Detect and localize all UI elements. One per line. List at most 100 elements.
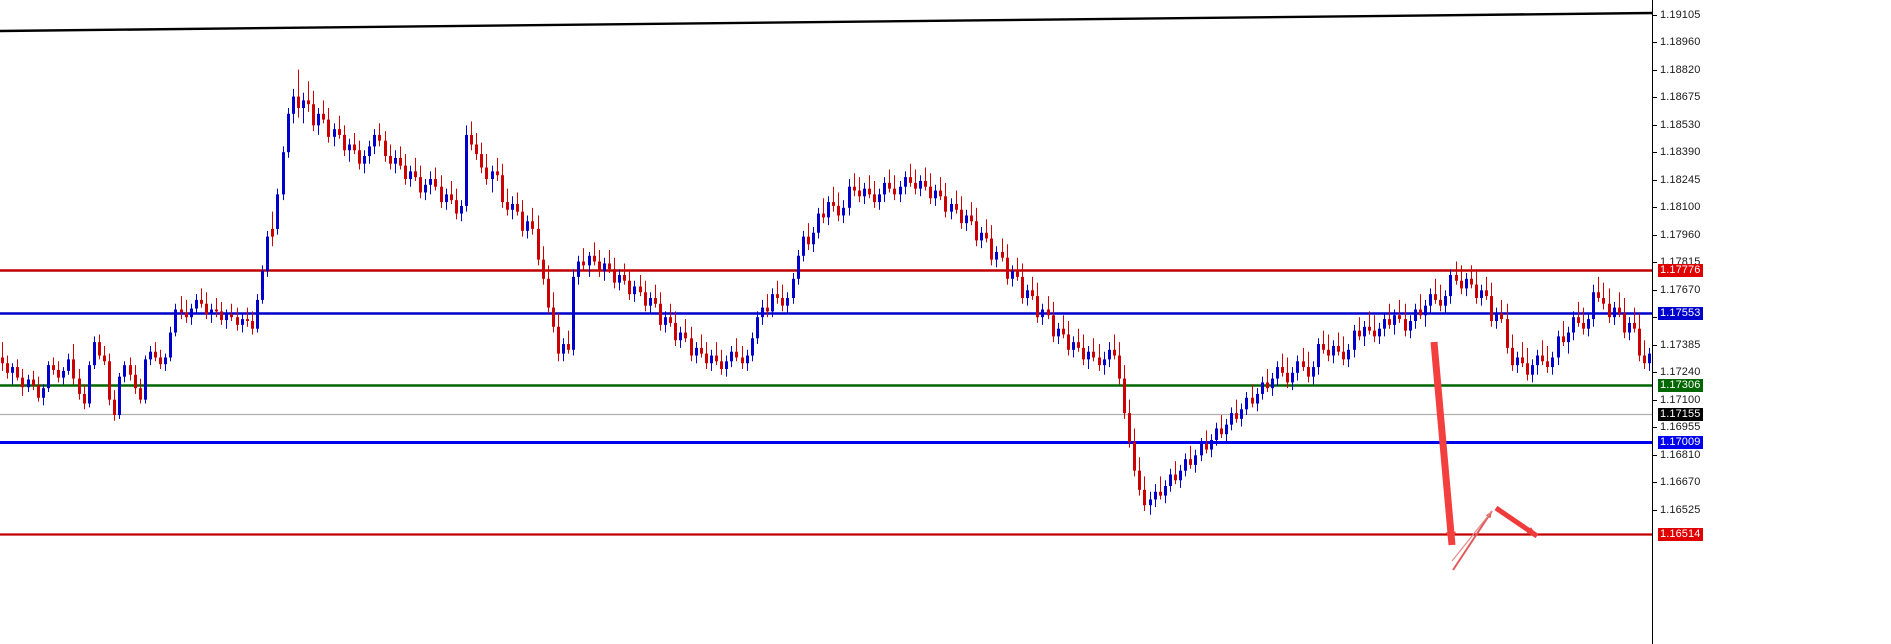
candle-body — [1613, 307, 1616, 318]
candle-body — [424, 184, 427, 193]
candle-body — [985, 232, 988, 239]
axis-tick-label: 1.18675 — [1660, 91, 1701, 103]
candle-body — [1261, 382, 1264, 394]
axis-tick — [1652, 15, 1657, 16]
candle-body — [373, 134, 376, 147]
candle-body — [1251, 397, 1254, 404]
candle-body — [1332, 345, 1335, 356]
candle-body — [1587, 319, 1590, 329]
candle-body — [241, 319, 244, 325]
candle-body — [16, 367, 19, 378]
candle-body — [103, 355, 106, 362]
price-tag-current-price[interactable]: 1.17155 — [1658, 408, 1704, 421]
primary-down-arrow[interactable] — [1430, 341, 1456, 546]
candle-body — [1434, 294, 1437, 300]
axis-tick — [1652, 345, 1657, 346]
candle-body — [888, 182, 891, 189]
candle-body — [307, 100, 310, 105]
candle-body — [1123, 378, 1126, 414]
candle-body — [669, 317, 672, 323]
candle-body — [93, 342, 96, 366]
candle-body — [434, 179, 437, 187]
candle-body — [1618, 307, 1621, 314]
candle-body — [1128, 413, 1131, 442]
candle-body — [960, 209, 963, 224]
candlestick-series — [1, 69, 1651, 515]
candle-body — [1342, 351, 1345, 360]
axis-tick-label: 1.18390 — [1660, 146, 1701, 158]
candle-body — [1592, 292, 1595, 320]
candle-body — [404, 165, 407, 180]
candle-body — [1358, 330, 1361, 337]
candle-body — [552, 307, 555, 327]
candle-body — [1557, 336, 1560, 358]
candle-body — [756, 317, 759, 339]
candle-body — [1327, 349, 1330, 356]
price-tag-support-lower[interactable]: 1.16514 — [1658, 528, 1704, 541]
axis-tick-label: 1.16955 — [1660, 421, 1701, 433]
price-axis[interactable]: 1.19105 1.18960 1.18820 1.18675 1.18530 1.183… — [1652, 0, 1891, 644]
candle-body — [1052, 315, 1055, 337]
candle-body — [1373, 330, 1376, 337]
candle-body — [215, 309, 218, 312]
candle-body — [577, 261, 580, 277]
price-tag-level-blue-upper[interactable]: 1.17553 — [1658, 307, 1704, 320]
candle-body — [83, 393, 86, 404]
candle-body — [501, 175, 504, 203]
candle-body — [700, 347, 703, 354]
candle-body — [322, 113, 325, 120]
axis-tick — [1652, 42, 1657, 43]
candle-body — [1307, 367, 1310, 377]
candle-body — [1174, 474, 1177, 481]
candle-body — [1363, 326, 1366, 337]
descending-trendline[interactable] — [0, 11, 1652, 33]
candle-body — [1189, 459, 1192, 465]
candle-body — [899, 186, 902, 195]
candle-body — [1388, 319, 1391, 325]
candle-body — [276, 194, 279, 229]
axis-tick-label: 1.17240 — [1660, 366, 1701, 378]
candle-body — [230, 314, 233, 318]
candle-body — [1118, 355, 1121, 379]
axis-tick — [1652, 262, 1657, 263]
candle-body — [440, 186, 443, 203]
price-tag-resistance-upper[interactable]: 1.17776 — [1658, 264, 1704, 277]
axis-tick — [1652, 97, 1657, 98]
candle-body — [853, 186, 856, 191]
candle-body — [1511, 347, 1514, 366]
chart-plot-area[interactable] — [0, 0, 1652, 644]
candle-body — [797, 255, 800, 279]
candle-body — [1506, 319, 1509, 348]
price-tag-level-green[interactable]: 1.17306 — [1658, 379, 1704, 392]
candle-body — [1465, 278, 1468, 289]
candle-body — [628, 280, 631, 295]
candle-body — [1643, 355, 1646, 364]
candle-body — [955, 203, 958, 210]
horizontal-level-lines — [0, 269, 1652, 536]
candle-body — [1256, 393, 1259, 404]
candle-body — [200, 299, 203, 304]
candle-body — [919, 180, 922, 189]
candle-body — [1041, 309, 1044, 318]
retrace-up-arrow[interactable] — [1452, 510, 1493, 571]
price-tag-level-blue-lower[interactable]: 1.17009 — [1658, 436, 1704, 449]
candle-body — [980, 232, 983, 241]
candle-body — [812, 232, 815, 245]
candle-body — [1205, 443, 1208, 450]
candle-body — [1210, 439, 1213, 450]
candle-body — [21, 377, 24, 388]
axis-tick — [1652, 510, 1657, 511]
candle-body — [1103, 359, 1106, 366]
candle-body — [113, 399, 116, 416]
candle-body — [531, 221, 534, 229]
candle-body — [27, 379, 30, 388]
candle-body — [868, 188, 871, 195]
candle-body — [1169, 474, 1172, 487]
candle-body — [848, 186, 851, 208]
candle-body — [873, 194, 876, 203]
candle-body — [1276, 367, 1279, 379]
candle-body — [62, 370, 65, 378]
candle-body — [1291, 372, 1294, 383]
candle-body — [236, 317, 239, 325]
